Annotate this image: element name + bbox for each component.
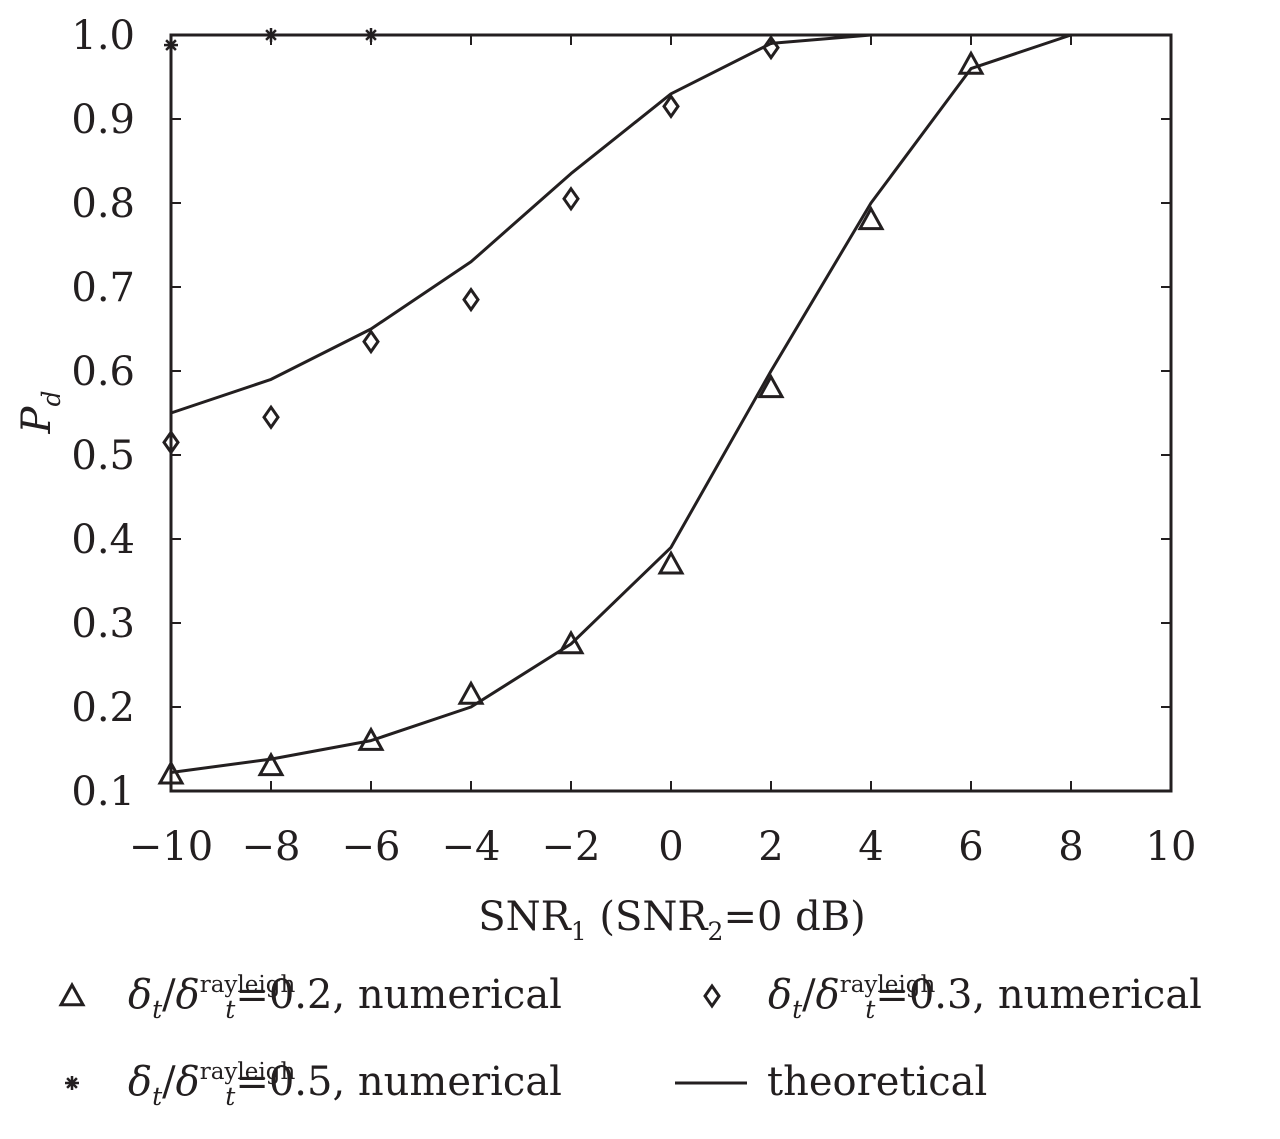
- y-tick-label: 1.0: [71, 13, 135, 59]
- triangle-point: [957, 50, 985, 75]
- y-tick-label: 0.1: [71, 769, 135, 815]
- diamond-point: [362, 328, 380, 355]
- legend-item: δt/δrayleigh t=0.2, numerical: [58, 972, 562, 1024]
- triangle-point: [257, 751, 285, 777]
- x-tick-label: −6: [342, 824, 401, 870]
- x-tick-label: 6: [958, 824, 983, 870]
- triangle-point: [557, 629, 585, 655]
- x-tick-label: −2: [542, 824, 601, 870]
- triangle-point: [857, 205, 885, 231]
- x-tick-label: 2: [758, 824, 783, 870]
- triangle-point: [457, 680, 485, 705]
- y-tick-label: 0.4: [71, 517, 135, 563]
- y-tick-label: 0.5: [71, 433, 135, 479]
- legend-label: δt/δrayleigh t=0.3, numerical: [768, 972, 1202, 1024]
- legend-triangle-swatch: [58, 981, 86, 1007]
- legend-label: δt/δrayleigh t=0.2, numerical: [128, 972, 562, 1024]
- x-tick-label: −10: [129, 824, 213, 870]
- x-tick-label: 4: [858, 824, 883, 870]
- legend: δt/δrayleigh t=0.2, numerical δt/δrayleigh…: [58, 972, 1202, 1111]
- y-tick-label: 0.3: [71, 601, 135, 647]
- x-tick-label: 8: [1058, 824, 1083, 870]
- legend-star-swatch: [65, 1076, 79, 1090]
- y-tick-label: 0.2: [71, 685, 135, 731]
- legend-label: theoretical: [767, 1059, 987, 1105]
- theoretical-curve-0: [170, 33, 1171, 774]
- triangle-point: [657, 550, 685, 575]
- y-tick-label: 0.6: [71, 349, 135, 395]
- legend-diamond-swatch: [703, 983, 721, 1009]
- plot-frame: [169, 33, 1173, 793]
- x-tick-label: 0: [658, 824, 683, 870]
- diamond-point: [562, 186, 580, 212]
- diamond-point: [662, 93, 680, 120]
- legend-item: δt/δrayleigh t=0.3, numerical: [703, 972, 1202, 1024]
- y-tick-label: 0.8: [71, 181, 135, 227]
- legend-label: δt/δrayleigh t=0.5, numerical: [128, 1059, 562, 1111]
- legend-item: theoretical: [675, 1059, 987, 1105]
- y-tick-label: 0.9: [71, 97, 135, 143]
- diamond-point: [162, 429, 180, 456]
- theoretical-curve-1: [170, 33, 1171, 415]
- x-tick-label: 10: [1146, 824, 1197, 870]
- star-point: [164, 38, 178, 53]
- diamond-point: [262, 404, 280, 430]
- y-axis-title: Pd: [14, 391, 66, 435]
- x-tick-label: −8: [242, 824, 301, 870]
- x-tick-label: −4: [442, 824, 501, 870]
- diamond-point: [462, 286, 480, 313]
- x-axis-title: SNR1 (SNR2=0 dB): [478, 894, 865, 946]
- legend-item: δt/δrayleigh t=0.5, numerical: [65, 1059, 562, 1111]
- y-tick-label: 0.7: [71, 265, 135, 311]
- triangle-point: [757, 373, 785, 399]
